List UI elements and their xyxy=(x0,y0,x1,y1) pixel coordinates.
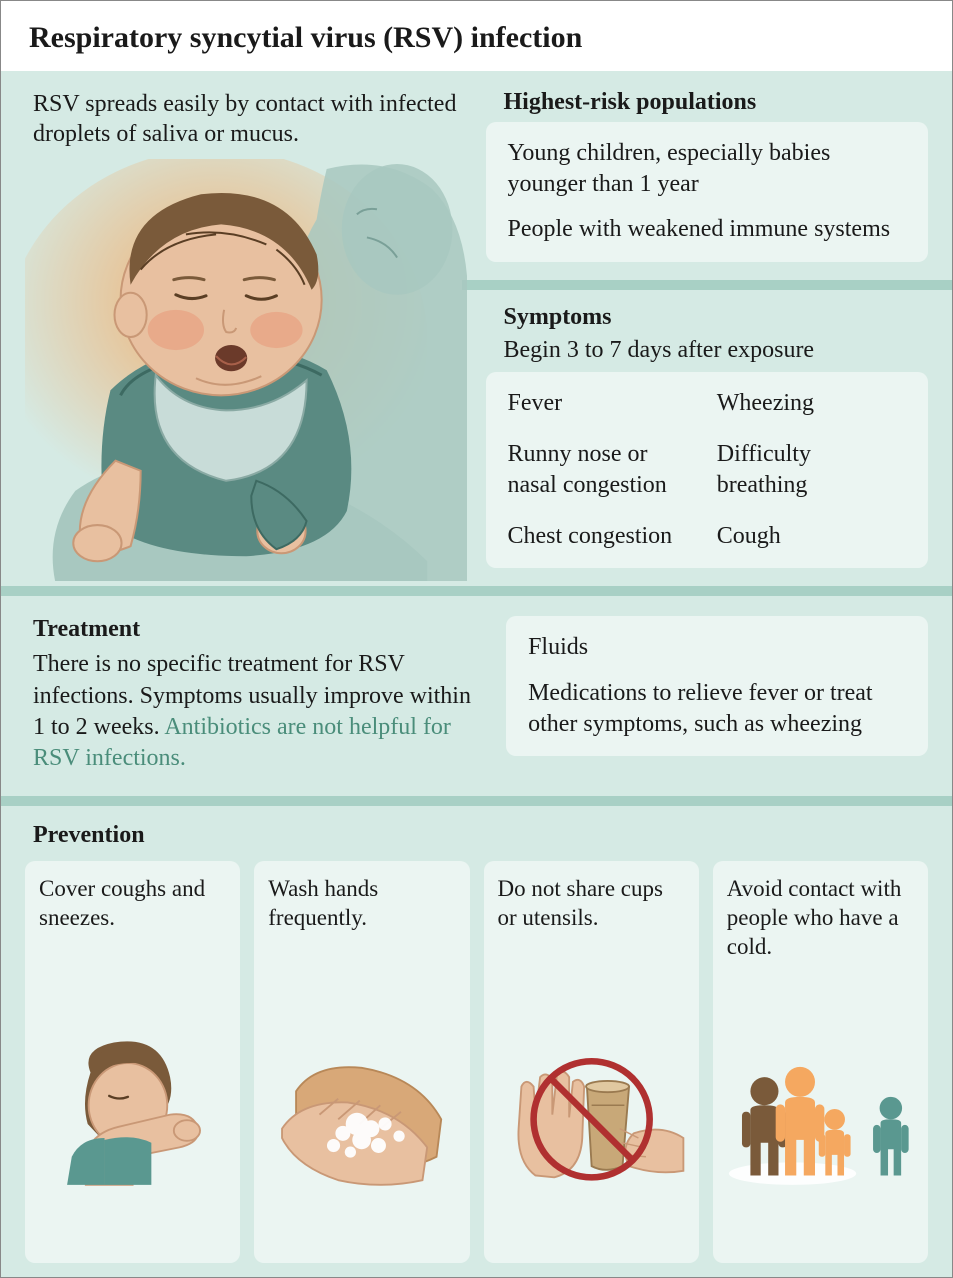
symptom-item: Wheezing xyxy=(717,388,906,419)
symptoms-block: Symptoms Begin 3 to 7 days after exposur… xyxy=(486,304,929,569)
section-overview: RSV spreads easily by contact with infec… xyxy=(1,71,952,586)
treatment-box: Fluids Medications to relieve fever or t… xyxy=(506,616,928,756)
no-share-icon xyxy=(498,965,685,1255)
risk-item: Young children, especially babies younge… xyxy=(508,138,907,200)
risk-heading: Highest-risk populations xyxy=(486,89,929,116)
prevention-heading: Prevention xyxy=(25,822,928,849)
prevention-card-avoid: Avoid contact with people who have a col… xyxy=(713,861,928,1263)
symptoms-grid: Fever Wheezing Runny nose or nasal conge… xyxy=(508,388,907,553)
risk-box: Young children, especially babies younge… xyxy=(486,122,929,262)
spread-text: RSV spreads easily by contact with infec… xyxy=(25,89,468,149)
treatment-left: Treatment There is no specific treatment… xyxy=(25,616,482,774)
treatment-item: Medications to relieve fever or treat ot… xyxy=(528,678,906,740)
page-title: Respiratory syncytial virus (RSV) infect… xyxy=(29,21,924,55)
divider xyxy=(1,796,952,806)
symptoms-box: Fever Wheezing Runny nose or nasal conge… xyxy=(486,372,929,569)
symptom-item: Difficulty breathing xyxy=(717,439,906,501)
symptom-item: Runny nose or nasal congestion xyxy=(508,439,697,501)
divider xyxy=(1,586,952,596)
prevention-text: Wash hands frequently. xyxy=(268,875,455,965)
symptoms-heading: Symptoms xyxy=(486,304,929,331)
symptom-item: Fever xyxy=(508,388,697,419)
baby-svg xyxy=(25,159,467,581)
avoid-contact-icon xyxy=(727,965,914,1255)
treatment-item: Fluids xyxy=(528,632,906,663)
prevention-text: Avoid contact with people who have a col… xyxy=(727,875,914,965)
prevention-grid: Cover coughs and sneezes. Wash hands fre… xyxy=(25,861,928,1263)
prevention-card-wash: Wash hands frequently. xyxy=(254,861,469,1263)
title-bar: Respiratory syncytial virus (RSV) infect… xyxy=(1,1,952,71)
cough-icon xyxy=(39,965,226,1255)
divider xyxy=(462,280,953,290)
overview-right: Highest-risk populations Young children,… xyxy=(486,89,929,586)
infographic-container: Respiratory syncytial virus (RSV) infect… xyxy=(0,0,953,1278)
section-treatment: Treatment There is no specific treatment… xyxy=(1,596,952,796)
prevention-text: Cover coughs and sneezes. xyxy=(39,875,226,965)
section-prevention: Prevention Cover coughs and sneezes. Wa xyxy=(1,806,952,1277)
risk-block: Highest-risk populations Young children,… xyxy=(486,89,929,262)
symptom-item: Cough xyxy=(717,521,906,552)
risk-item: People with weakened immune systems xyxy=(508,214,907,245)
treatment-heading: Treatment xyxy=(25,616,482,643)
treatment-desc: There is no specific treatment for RSV i… xyxy=(25,649,482,774)
symptom-item: Chest congestion xyxy=(508,521,697,552)
baby-illustration xyxy=(25,159,468,586)
treatment-right: Fluids Medications to relieve fever or t… xyxy=(506,616,928,756)
overview-left: RSV spreads easily by contact with infec… xyxy=(25,89,468,586)
prevention-card-noshare: Do not share cups or utensils. xyxy=(484,861,699,1263)
symptoms-sub: Begin 3 to 7 days after exposure xyxy=(486,337,929,364)
prevention-card-cough: Cover coughs and sneezes. xyxy=(25,861,240,1263)
wash-hands-icon xyxy=(268,965,455,1255)
prevention-text: Do not share cups or utensils. xyxy=(498,875,685,965)
